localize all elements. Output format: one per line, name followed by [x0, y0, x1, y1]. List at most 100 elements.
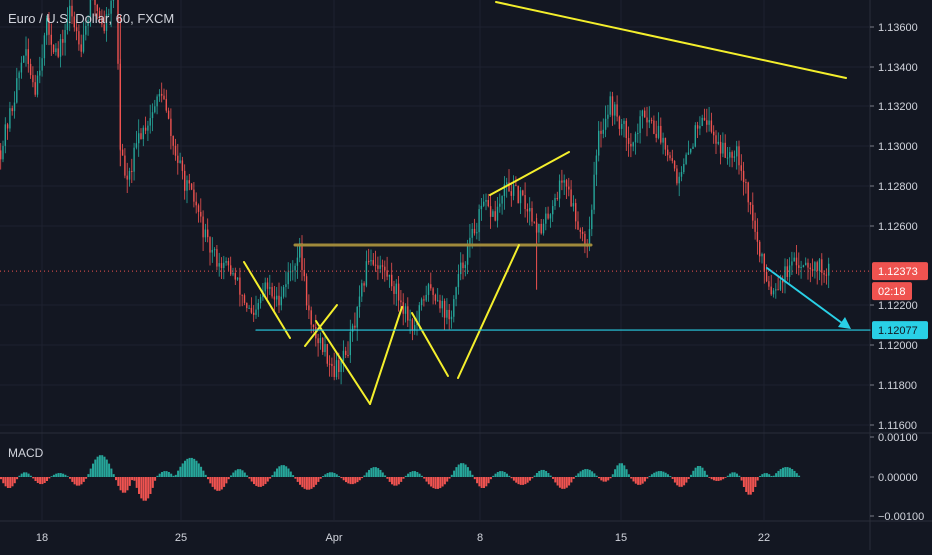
macd-bar	[598, 477, 600, 478]
macd-bar	[228, 477, 230, 479]
macd-bar	[170, 474, 172, 477]
y-tick-label: 1.11600	[878, 420, 917, 432]
y-tick-label: 1.11800	[878, 380, 917, 392]
macd-bar	[138, 477, 140, 494]
macd-bar	[794, 471, 796, 477]
macd-bar	[784, 467, 786, 477]
macd-bar	[74, 477, 76, 484]
macd-bar	[423, 477, 425, 479]
macd-bar	[688, 477, 690, 479]
macd-bar	[108, 464, 110, 477]
macd-bar	[584, 469, 586, 477]
macd-bar	[9, 477, 11, 488]
y-tick-label: 1.13000	[878, 141, 918, 153]
macd-bar	[274, 472, 276, 477]
macd-bar	[428, 477, 430, 484]
macd-bar	[649, 476, 651, 477]
macd-bar	[336, 474, 338, 477]
macd-bar	[90, 469, 92, 477]
macd-bar	[518, 477, 520, 484]
macd-bar	[288, 469, 290, 477]
macd-bar	[545, 471, 547, 477]
macd-bar	[122, 477, 124, 493]
macd-bar	[78, 477, 80, 486]
macd-bar	[380, 470, 382, 477]
y-tick-label: 1.12200	[878, 300, 918, 312]
macd-bar	[53, 475, 55, 477]
macd-bar	[547, 473, 549, 477]
macd-bar	[283, 465, 285, 477]
macd-bar	[225, 477, 227, 483]
macd-bar	[706, 475, 708, 477]
macd-bar	[683, 477, 685, 485]
macd-bar	[386, 477, 388, 479]
macd-bar	[414, 471, 416, 477]
macd-bar	[722, 477, 724, 479]
macd-label: MACD	[8, 446, 43, 460]
macd-bar	[373, 467, 375, 477]
macd-bar	[708, 477, 710, 478]
x-tick-label: 25	[175, 532, 187, 544]
macd-bar	[198, 463, 200, 477]
macd-bar	[798, 476, 800, 477]
macd-bar	[48, 477, 50, 478]
macd-bar	[467, 467, 469, 477]
macd-bar	[12, 477, 14, 486]
macd-bar	[495, 474, 497, 477]
macd-bar	[173, 476, 175, 477]
macd-bar	[370, 468, 372, 477]
macd-bar	[720, 477, 722, 480]
macd-bar	[656, 472, 658, 477]
macd-bar	[789, 468, 791, 477]
macd-bar	[113, 474, 115, 477]
macd-bar	[541, 470, 543, 477]
macd-bar	[110, 469, 112, 477]
y-tick-label: 1.13400	[878, 62, 918, 74]
macd-bar	[623, 465, 625, 477]
macd-bar	[267, 477, 269, 482]
macd-bar	[437, 477, 439, 489]
macd-bar	[400, 477, 402, 482]
candle	[191, 183, 192, 190]
macd-bar	[642, 477, 644, 484]
macd-bar	[239, 469, 241, 477]
macd-bar	[278, 466, 280, 477]
macd-bar	[520, 477, 522, 485]
macd-bar	[230, 475, 232, 477]
candle	[306, 273, 307, 310]
x-tick-label: 15	[615, 532, 627, 544]
macd-bar	[343, 477, 345, 480]
macd-bar	[212, 477, 214, 487]
macd-bar	[393, 477, 395, 486]
macd-bar	[538, 471, 540, 477]
macd-bar	[32, 477, 34, 478]
macd-bar	[508, 476, 510, 477]
macd-bar	[561, 477, 563, 489]
target-price-value: 1.12077	[878, 325, 918, 337]
macd-bar	[196, 461, 198, 477]
macd-bar	[761, 474, 763, 477]
macd-bar	[600, 477, 602, 480]
macd-bar	[488, 477, 490, 483]
macd-bar	[221, 477, 223, 489]
macd-bar	[189, 458, 191, 477]
macd-bar	[202, 471, 204, 477]
macd-bar	[729, 474, 731, 477]
macd-bar	[614, 469, 616, 477]
macd-bar	[591, 471, 593, 477]
macd-bar	[725, 477, 727, 478]
macd-bar	[117, 477, 119, 486]
macd-bar	[504, 472, 506, 477]
macd-bar	[60, 473, 62, 477]
macd-bar	[704, 471, 706, 477]
macd-bar	[593, 473, 595, 477]
macd-bar	[699, 466, 701, 477]
macd-bar	[39, 477, 41, 484]
macd-bar	[276, 469, 278, 477]
macd-bar	[405, 476, 407, 477]
macd-bar	[235, 470, 237, 477]
macd-bar	[23, 472, 25, 477]
macd-bar	[271, 475, 273, 477]
